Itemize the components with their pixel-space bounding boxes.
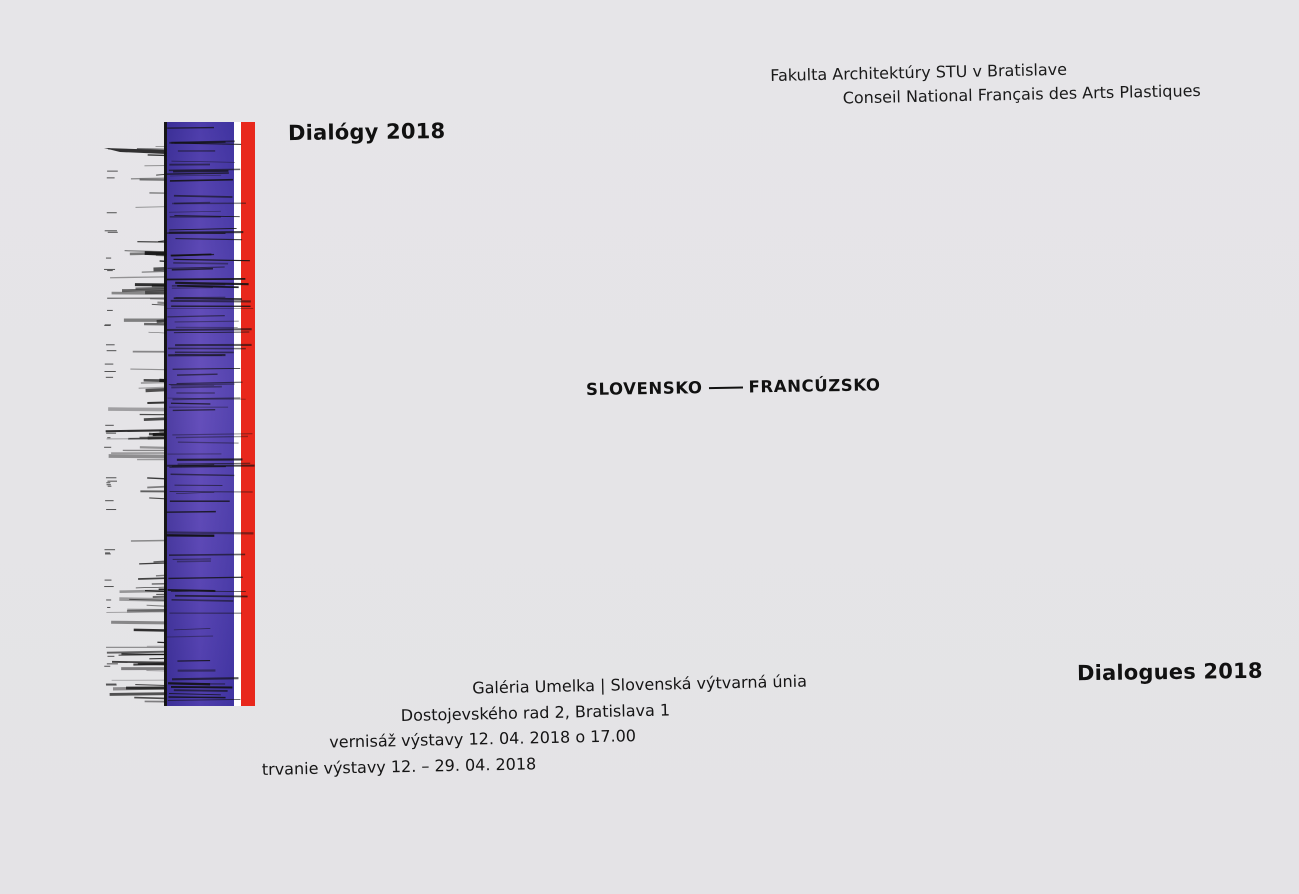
venue-info-block: Galéria Umelka | Slovenská výtvarná únia… [260,667,862,782]
title-slovak: Dialógy 2018 [287,118,446,146]
countries-heading: SLOVENSKO FRANCÚZSKO [586,375,881,399]
country-slovakia: SLOVENSKO [585,378,703,399]
institutions-block: Fakulta Architektúry STU v Bratislave Co… [770,54,1241,112]
country-france: FRANCÚZSKO [748,375,881,397]
dash-separator [708,386,743,389]
title-french: Dialogues 2018 [1076,658,1263,686]
tricolor-brushstroke-artwork-icon [100,118,260,712]
